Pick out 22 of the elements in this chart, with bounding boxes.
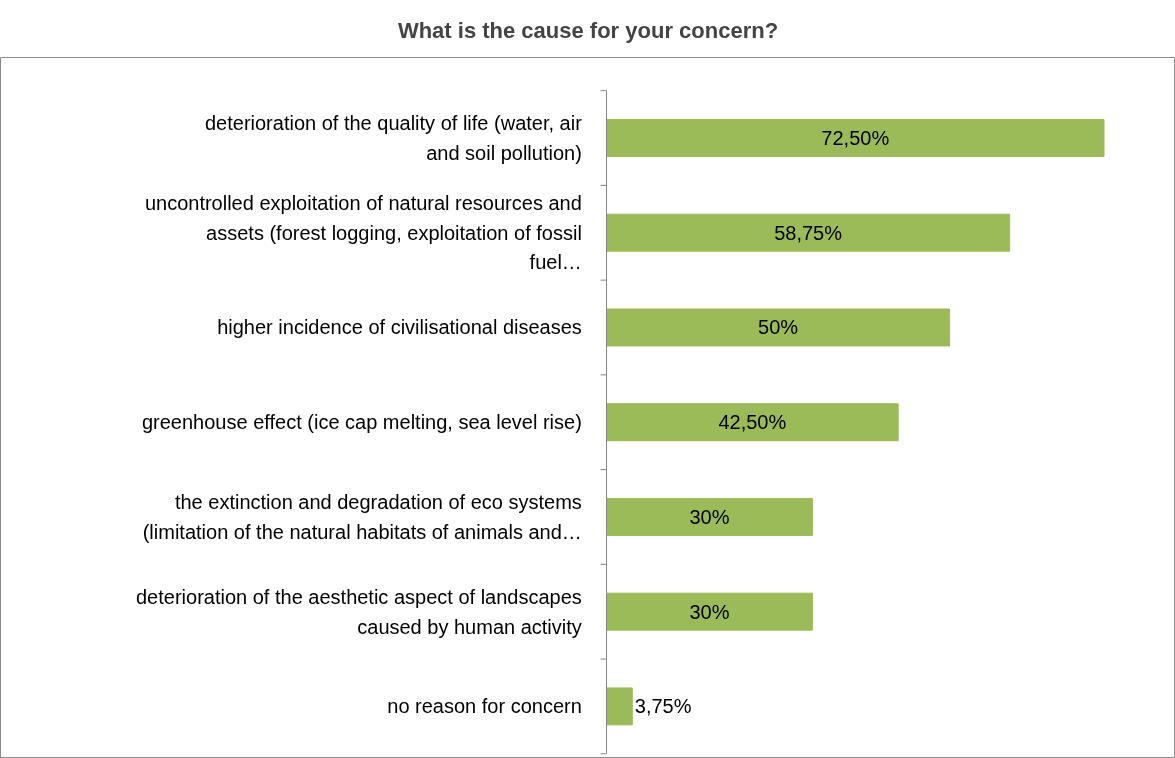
bar [606,119,1105,157]
y-tick-label: no reason for concern [387,695,582,718]
bar [606,497,813,536]
bar [606,308,951,347]
bar [606,213,1011,252]
bar [606,687,633,726]
bar [606,592,813,631]
chart-title: What is the cause for your concern? [397,17,779,43]
data-label: 72,50% [821,127,890,150]
y-tick-label: the extinction and degradation of eco systems (limitation of the natural habitats of animals and… [142,491,582,543]
y-tick-label: deterioration of the aesthetic aspect of landscapes caused by human activity [135,585,582,638]
data-label: 30% [689,600,730,623]
y-tick-label: higher incidence of civilisational diseases [217,316,582,339]
data-label: 30% [689,505,730,528]
bar [606,403,899,442]
y-tick-label: uncontrolled exploitation of natural resources and assets (forest logging, exploitation of fossil fuel… [144,192,582,274]
data-label: 50% [758,316,799,339]
data-label: 58,75% [774,221,843,244]
data-label: 42,50% [718,411,787,434]
y-tick-label: deterioration of the quality of life (water, air and soil pollution) [204,112,583,164]
y-tick-label: greenhouse effect (ice cap melting, sea level rise) [141,411,582,434]
data-label: 3,75% [634,695,692,718]
